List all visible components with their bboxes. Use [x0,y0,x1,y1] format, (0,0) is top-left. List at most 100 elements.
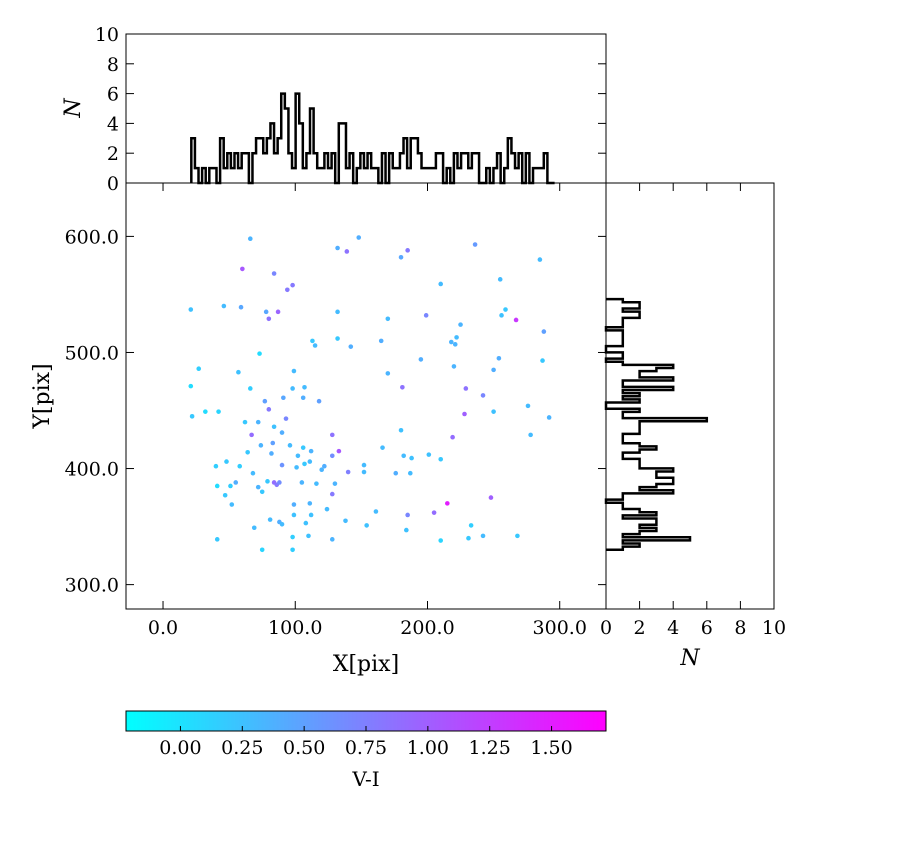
scatter-point [431,510,437,515]
scatter-point [250,470,256,476]
colorbar-tick-label: 0.50 [283,737,325,759]
colorbar-tick-label: 0.75 [345,737,387,759]
scatter-point [224,459,229,464]
scatter-point [407,470,413,476]
scatter-point [398,427,404,433]
right-histogram-tick-label: 0 [600,617,612,639]
scatter-point [294,465,299,470]
scatter-point [378,338,384,344]
right-histogram-panel: 0 2 4 6 8 10 N [600,182,786,671]
scatter-point [361,462,367,468]
scatter-point [291,512,297,518]
scatter-point [188,307,194,312]
scatter-point [236,369,241,375]
scatter-point [438,281,444,287]
y-tick-label: 300.0 [65,575,119,597]
scatter-point [255,419,261,425]
scatter-point [458,322,463,327]
scatter-point [445,501,450,506]
scatter-point [418,357,424,362]
scatter-point [348,344,354,349]
top-histogram-panel: 0 2 4 6 8 10 N [61,24,607,195]
x-tick-label: 300.0 [533,617,587,639]
scatter-point [322,463,327,469]
scatter-point [216,409,221,414]
scatter-point [247,386,253,391]
scatter-point [488,495,494,500]
top-histogram-frame [125,33,607,184]
top-histogram-tick-label: 6 [107,84,119,106]
scatter-point [540,358,545,363]
right-histogram-tick-label: 8 [734,617,746,639]
scatter-point [291,502,297,507]
scatter-point [290,282,295,288]
scatter-point [480,393,486,398]
top-histogram-steps [190,92,555,185]
scatter-point [247,236,253,242]
scatter-point [401,453,406,459]
top-histogram-tick-label: 10 [95,24,119,46]
scatter-point [472,242,478,247]
scatter-point [426,452,432,457]
scatter-point [316,398,322,404]
scatter-point [238,304,244,310]
scatter-point [287,443,293,448]
x-axis-label: X[pix] [333,652,399,677]
scatter-point [300,445,306,450]
scatter-point [438,538,444,543]
scatter-point [310,338,315,344]
scatter-point [303,520,309,526]
right-histogram-frame [605,182,775,610]
scatter-point [308,512,314,518]
scatter-point [255,484,261,490]
scatter-point [251,525,257,531]
scatter-point [308,448,314,454]
colorbar-label: V-I [351,767,379,791]
scatter-point [393,470,399,476]
scatter-point [285,287,290,293]
scatter-point [290,547,295,553]
right-histogram-tick-label: 4 [667,617,679,639]
scatter-point [242,419,248,425]
scatter-point [265,479,270,484]
scatter-point [279,521,285,527]
scatter-point [404,527,409,533]
scatter-point [480,533,486,539]
top-histogram-tick-label: 0 [107,173,119,195]
colorbar-ticks: 0.00 0.25 0.50 0.75 1.00 1.25 1.50 [159,726,573,759]
scatter-point [503,307,508,312]
scatter-point [400,384,405,390]
scatter-point [462,411,467,417]
top-histogram-tick-label: 4 [107,113,119,135]
top-histogram-y-ticks: 0 2 4 6 8 10 [95,24,606,195]
colorbar: 0.00 0.25 0.50 0.75 1.00 1.25 1.50 V-I [125,710,607,791]
scatter-point [263,309,269,315]
scatter-point [295,453,301,459]
right-histogram-x-ticks: 0 2 4 6 8 10 [600,183,786,639]
scatter-point [299,480,305,485]
scatter-point [245,449,250,455]
right-histogram-x-label: N [679,646,700,671]
scatter-point [423,313,429,318]
scatter-point [189,414,195,419]
scatter-point [537,257,543,262]
scatter-point [335,336,340,341]
scatter-point [302,384,307,390]
right-histogram-tick-label: 6 [701,617,713,639]
scatter-point [283,416,289,421]
scatter-point [335,245,340,251]
scatter-point [266,316,272,322]
scatter-point [314,481,319,486]
scatter-point [290,386,295,391]
scatter-point [344,249,350,254]
scatter-point [222,492,228,498]
scatter-point [405,248,410,253]
scatter-point [277,480,282,485]
scatter-point [228,483,233,489]
scatter-point [499,313,504,318]
colorbar-tick-label: 0.25 [221,737,263,759]
scatter-point [229,502,235,507]
scatter-point [269,451,274,456]
scatter-point [324,506,330,512]
scatter-point [329,453,335,459]
